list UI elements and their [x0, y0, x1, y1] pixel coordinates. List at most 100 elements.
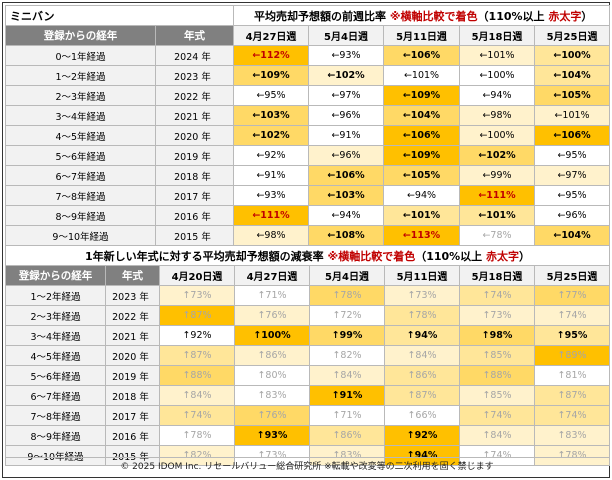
row-age-label: 7～8年経過 — [5, 405, 106, 426]
table1-note-paren: （110%以上 — [477, 9, 549, 23]
ratio-cell: ↑74% — [459, 445, 535, 466]
row-age-label: 6～7年経過 — [5, 165, 156, 186]
ratio-cell: ↑83% — [309, 445, 385, 466]
row-age-label: 4～5年経過 — [5, 345, 106, 366]
ratio-cell: ↑73% — [159, 285, 235, 306]
ratio-cell: ←101% — [533, 105, 611, 126]
ratio-cell: ↑88% — [159, 365, 235, 386]
ratio-cell: ←95% — [233, 85, 309, 106]
row-year-label: 2020 年 — [105, 345, 160, 366]
row-year-label: 2018 年 — [105, 385, 160, 406]
ratio-cell: ↑74% — [159, 405, 235, 426]
table-row: 8～9年経過 2016 年 ←111% ←94% ←101% ←101% ←96% — [5, 205, 611, 226]
row-age-label: 8～9年経過 — [5, 425, 106, 446]
table-row: 5～6年経過 2019 年 ←92% ←96% ←109% ←102% ←95% — [5, 145, 611, 166]
row-year-label: 2020 年 — [155, 125, 234, 146]
row-year-label: 2016 年 — [155, 205, 234, 226]
table1-title: 平均売却予想額の前週比率 ※横軸比較で着色（110%以上 赤太字） — [232, 5, 611, 26]
ratio-cell: ↑89% — [533, 345, 611, 366]
ratio-cell: ←101% — [383, 65, 460, 86]
row-year-label: 2018 年 — [155, 165, 234, 186]
ratio-cell: ↑78% — [384, 305, 460, 326]
week-header: 5月4日週 — [309, 265, 385, 286]
ratio-cell: ↑92% — [159, 325, 235, 346]
row-age-label: 2～3年経過 — [5, 305, 106, 326]
ratio-cell: ←102% — [459, 145, 535, 166]
ratio-cell: ↑84% — [159, 385, 235, 406]
ratio-cell: ←104% — [383, 105, 460, 126]
ratio-cell: ↑86% — [234, 345, 310, 366]
ratio-cell: ↑82% — [309, 345, 385, 366]
ratio-cell: ↑78% — [309, 285, 385, 306]
ratio-cell: ↑85% — [459, 385, 535, 406]
row-age-label: 0～1年経過 — [5, 45, 156, 66]
ratio-cell: ←91% — [233, 165, 309, 186]
table-row: 9～10年経過 2015 年 ←98% ←108% ←113% ←78% ←104% — [5, 225, 611, 246]
ratio-cell: ←96% — [533, 205, 611, 226]
ratio-cell: ↑66% — [384, 405, 460, 426]
row-year-label: 2017 年 — [105, 405, 160, 426]
ratio-cell: ↑71% — [234, 285, 310, 306]
ratio-cell: ↑92% — [384, 425, 460, 446]
ratio-cell: ←100% — [533, 45, 611, 66]
ratio-cell: ↑94% — [384, 445, 460, 466]
table-row: 1～2年経過 2023 年 ←109% ←102% ←101% ←100% ←104% — [5, 65, 611, 86]
row-year-label: 2021 年 — [155, 105, 234, 126]
ratio-cell: ←96% — [308, 145, 384, 166]
table-row: 3～4年経過 2021 年 ↑92% ↑100% ↑99% ↑94% ↑98% ↑95% — [5, 325, 611, 346]
row-age-label: 3～4年経過 — [5, 325, 106, 346]
ratio-cell: ←106% — [383, 45, 460, 66]
ratio-cell: ←95% — [533, 145, 611, 166]
ratio-cell: ↑78% — [159, 425, 235, 446]
table-row: 6～7年経過 2018 年 ←91% ←106% ←105% ←99% ←97% — [5, 165, 611, 186]
ratio-cell: ←109% — [383, 145, 460, 166]
row-age-label: 3～4年経過 — [5, 105, 156, 126]
ratio-cell: ↑84% — [384, 345, 460, 366]
ratio-cell: ↑77% — [533, 285, 611, 306]
table-row: 0～1年経過 2024 年 ←112% ←93% ←106% ←101% ←100% — [5, 45, 611, 66]
ratio-cell: ←101% — [459, 45, 535, 66]
ratio-cell: ←95% — [533, 185, 611, 206]
ratio-cell: ←109% — [233, 65, 309, 86]
ratio-cell: ↑84% — [309, 365, 385, 386]
week-header: 4月27日週 — [234, 265, 310, 286]
ratio-cell: ←101% — [383, 205, 460, 226]
ratio-cell: ↑91% — [309, 385, 385, 406]
ratio-cell: ↑74% — [533, 405, 611, 426]
ratio-cell: ↑84% — [459, 425, 535, 446]
row-year-label: 2016 年 — [105, 425, 160, 446]
table1-note-close: ） — [581, 9, 593, 23]
table-row: 8～9年経過 2016 年 ↑78% ↑93% ↑86% ↑92% ↑84% ↑83% — [5, 425, 611, 446]
ratio-cell: ↑95% — [533, 325, 611, 346]
ratio-cell: ←103% — [233, 105, 309, 126]
ratio-cell: ↑76% — [234, 305, 310, 326]
ratio-cell: ←94% — [383, 185, 460, 206]
col-header-year: 年式 — [105, 265, 160, 286]
ratio-cell: ↑93% — [234, 425, 310, 446]
table-row: 3～4年経過 2021 年 ←103% ←96% ←104% ←98% ←101% — [5, 105, 611, 126]
col-header-age: 登録からの経年 — [5, 25, 156, 46]
ratio-cell: ↑74% — [533, 305, 611, 326]
table-row: 4～5年経過 2020 年 ←102% ←91% ←106% ←100% ←106% — [5, 125, 611, 146]
ratio-cell: ←97% — [308, 85, 384, 106]
ratio-cell: ↑73% — [459, 305, 535, 326]
row-age-label: 5～6年経過 — [5, 365, 106, 386]
ratio-cell: ←94% — [308, 205, 384, 226]
week-header: 4月20日週 — [159, 265, 235, 286]
brand-label: ミニバン — [5, 5, 234, 26]
ratio-cell: ↑81% — [533, 365, 611, 386]
ratio-cell: ←91% — [308, 125, 384, 146]
ratio-cell: ↑74% — [459, 285, 535, 306]
col-header-year: 年式 — [155, 25, 234, 46]
ratio-cell: ←98% — [459, 105, 535, 126]
table1-note-red: 赤太字 — [548, 9, 582, 23]
ratio-cell: ↑85% — [459, 345, 535, 366]
row-age-label: 6～7年経過 — [5, 385, 106, 406]
row-year-label: 2023 年 — [105, 285, 160, 306]
ratio-cell: ←97% — [533, 165, 611, 186]
ratio-cell: ↑98% — [459, 325, 535, 346]
ratio-cell: ↑88% — [459, 365, 535, 386]
ratio-cell: ←106% — [533, 125, 611, 146]
week-header: 5月11日週 — [384, 265, 460, 286]
row-year-label: 2019 年 — [155, 145, 234, 166]
